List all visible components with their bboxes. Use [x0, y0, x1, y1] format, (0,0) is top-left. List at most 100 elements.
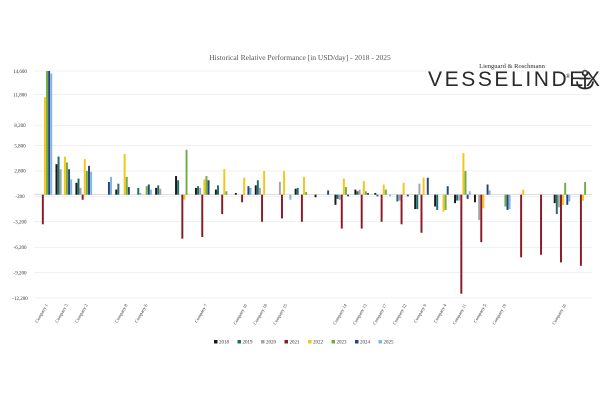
- bar-2023: [564, 182, 567, 195]
- bar-2021: [480, 194, 483, 243]
- gridlines: [34, 70, 592, 299]
- bar-2025: [289, 194, 292, 200]
- category-label: Company 2: [74, 303, 89, 324]
- bar-2019: [197, 186, 200, 195]
- category-label: Company 5: [472, 302, 487, 323]
- bar-2018: [473, 194, 476, 203]
- bar-2018: [214, 189, 217, 195]
- bar-2021: [340, 194, 343, 229]
- bar-2018: [553, 194, 556, 204]
- bar-2021: [300, 194, 303, 222]
- bar-group: [75, 159, 93, 200]
- bar-2024: [147, 184, 150, 195]
- bar-2020: [557, 194, 560, 208]
- category-label: Company 17: [372, 302, 388, 325]
- legend-label: 2024: [360, 341, 371, 346]
- bar-2024: [127, 187, 130, 195]
- bar-group: [374, 184, 391, 222]
- bar-2021: [201, 194, 204, 238]
- legend-item: 2018: [214, 340, 230, 346]
- bar-2022: [442, 194, 445, 212]
- bar-2024: [207, 180, 210, 195]
- bar-group: [314, 190, 330, 198]
- chart-title: Historical Relative Performance [in USD/…: [209, 53, 391, 62]
- brand-logo: Lienguard & Roschmann VESSELINDEX ®: [428, 63, 600, 91]
- bar-2025: [508, 194, 511, 210]
- bar-2025: [50, 73, 53, 195]
- bar-2019: [157, 185, 160, 195]
- bar-2019: [117, 183, 120, 195]
- bar-2022: [203, 179, 206, 195]
- bar-2019: [436, 194, 439, 210]
- bar-2022: [63, 156, 66, 195]
- bar-2019: [77, 178, 80, 195]
- bar-2024: [327, 190, 330, 195]
- bar-2025: [568, 194, 571, 202]
- bar-2019: [416, 194, 419, 210]
- bar-2024: [446, 186, 449, 195]
- y-tick-label: -3,200: [14, 221, 27, 226]
- bar-2024: [406, 194, 409, 197]
- bar-2024: [347, 194, 350, 197]
- bars: [41, 71, 587, 294]
- bar-2020: [458, 194, 461, 201]
- category-label: Company 12: [392, 303, 408, 326]
- bar-2018: [434, 194, 437, 207]
- bar-2023: [504, 194, 507, 207]
- bar-2021: [400, 194, 403, 225]
- bar-2020: [338, 194, 341, 200]
- bar-2024: [68, 169, 71, 195]
- legend-swatch: [378, 340, 382, 344]
- bar-2019: [57, 156, 60, 195]
- bar-2019: [396, 194, 399, 202]
- bar-group: [194, 176, 210, 238]
- legend-swatch: [308, 340, 312, 344]
- legend-item: 2022: [308, 340, 324, 346]
- bar-2022: [402, 182, 405, 195]
- bar-2023: [344, 187, 347, 195]
- bar-2021: [41, 194, 44, 225]
- category-label: Company 10: [232, 302, 248, 325]
- bar-2023: [364, 191, 367, 195]
- legend-item: 2021: [284, 340, 300, 346]
- bar-2018: [55, 164, 58, 195]
- bar-2024: [107, 181, 110, 195]
- bar-2024: [88, 165, 90, 195]
- bar-group: [454, 153, 471, 294]
- bar-2019: [456, 194, 459, 201]
- bar-2025: [70, 179, 73, 195]
- bar-2020: [258, 187, 261, 195]
- bar-2018: [234, 192, 237, 195]
- bar-2021: [181, 194, 184, 239]
- legend-label: 2019: [243, 341, 254, 346]
- bar-2023: [85, 170, 88, 195]
- bar-2024: [466, 194, 469, 199]
- bar-group: [41, 71, 53, 225]
- bar-group: [504, 194, 511, 210]
- bar-2022: [382, 184, 385, 195]
- bar-2023: [225, 191, 228, 195]
- bar-2022: [83, 159, 86, 195]
- category-label: Company 7: [193, 302, 208, 323]
- bar-2020: [79, 187, 82, 195]
- bar-group: [254, 170, 266, 222]
- bar-2022: [183, 194, 186, 200]
- y-tick-label: 8,200: [14, 124, 26, 129]
- category-label: Company 4: [433, 302, 448, 323]
- bar-2019: [296, 187, 299, 195]
- bar-2019: [336, 194, 339, 199]
- registered-mark: ®: [566, 73, 571, 80]
- bar-group: [540, 194, 543, 255]
- bar-2018: [294, 188, 297, 195]
- bar-group: [175, 149, 188, 239]
- bar-group: [294, 176, 308, 222]
- y-tick-label: -6,200: [14, 246, 27, 251]
- bar-2022: [462, 153, 465, 195]
- legend-item: 2020: [261, 340, 277, 346]
- bar-2024: [426, 177, 429, 195]
- bar-2019: [217, 185, 219, 195]
- bar-2025: [488, 190, 491, 195]
- bar-2023: [46, 71, 49, 195]
- bar-2018: [155, 187, 158, 195]
- bar-2019: [137, 187, 140, 195]
